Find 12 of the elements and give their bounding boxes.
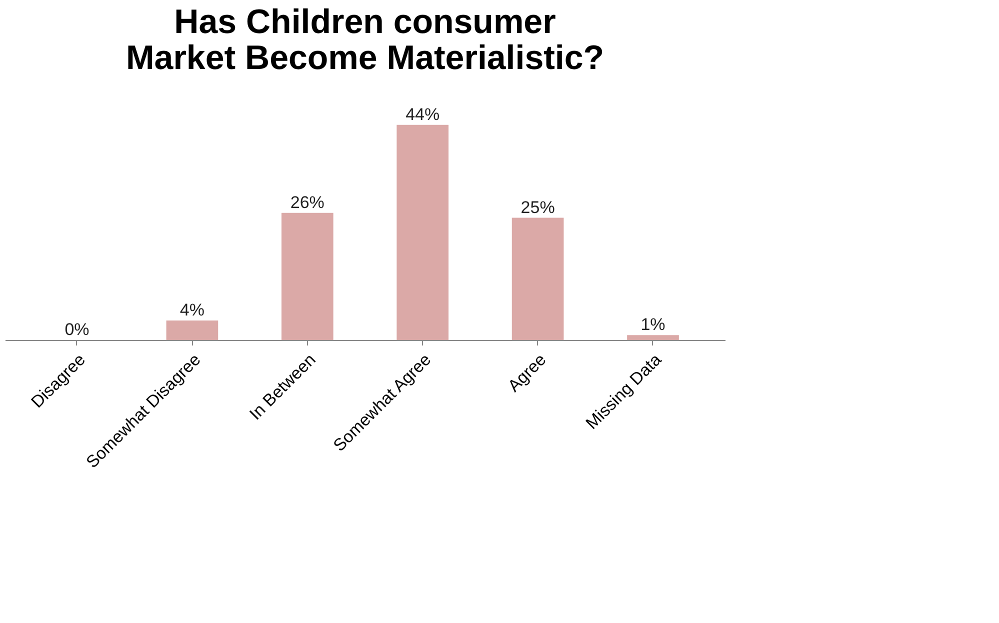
data-label: 1% [640,315,666,334]
data-label: 4% [180,300,204,320]
data-label: 26% [290,192,324,212]
bar [281,212,334,340]
bar [166,320,218,340]
bar [396,124,449,340]
data-label: 0% [64,320,90,339]
data-label: 44% [406,104,440,124]
bar [627,335,679,340]
data-label: 25% [520,198,555,217]
bar [512,218,564,340]
chart-title: Has Children consumer Market Become Materialistic? [126,2,604,77]
